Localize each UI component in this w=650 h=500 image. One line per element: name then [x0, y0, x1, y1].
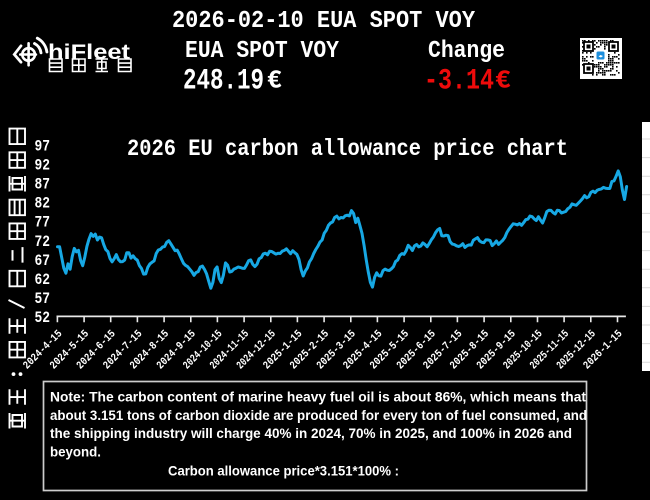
svg-text:beyond.: beyond.: [50, 444, 101, 460]
svg-text:the shipping industry will cha: the shipping industry will charge 40% in…: [50, 426, 572, 442]
svg-text:-3.14: -3.14: [424, 65, 494, 99]
svg-text:67: 67: [35, 252, 51, 270]
svg-text:248.19: 248.19: [183, 65, 264, 99]
svg-text:62: 62: [35, 271, 51, 289]
svg-text:2026 EU carbon allowance price: 2026 EU carbon allowance price chart: [127, 136, 568, 162]
svg-text:EUA SPOT VOY: EUA SPOT VOY: [185, 38, 340, 65]
svg-text:€: €: [495, 66, 511, 96]
svg-text:about 3.151 tons of carbon dio: about 3.151 tons of carbon dioxide are p…: [50, 408, 587, 424]
svg-text:77: 77: [35, 214, 51, 232]
svg-text:2026-02-10 EUA SPOT VOY: 2026-02-10 EUA SPOT VOY: [172, 8, 476, 35]
svg-text:52: 52: [35, 309, 51, 327]
svg-text:Change: Change: [428, 38, 505, 65]
svg-text:57: 57: [35, 290, 51, 308]
svg-text:Carbon allowance price*3.151*1: Carbon allowance price*3.151*100% :: [168, 464, 399, 480]
svg-text:hiFleet: hiFleet: [48, 41, 130, 64]
svg-text:72: 72: [35, 233, 51, 251]
svg-text:82: 82: [35, 195, 51, 213]
svg-text:Note: The carbon content of ma: Note: The carbon content of marine heavy…: [50, 390, 586, 406]
svg-text:87: 87: [35, 176, 51, 194]
svg-text:92: 92: [35, 157, 51, 175]
svg-text:€: €: [267, 66, 282, 96]
svg-text:97: 97: [35, 138, 51, 156]
